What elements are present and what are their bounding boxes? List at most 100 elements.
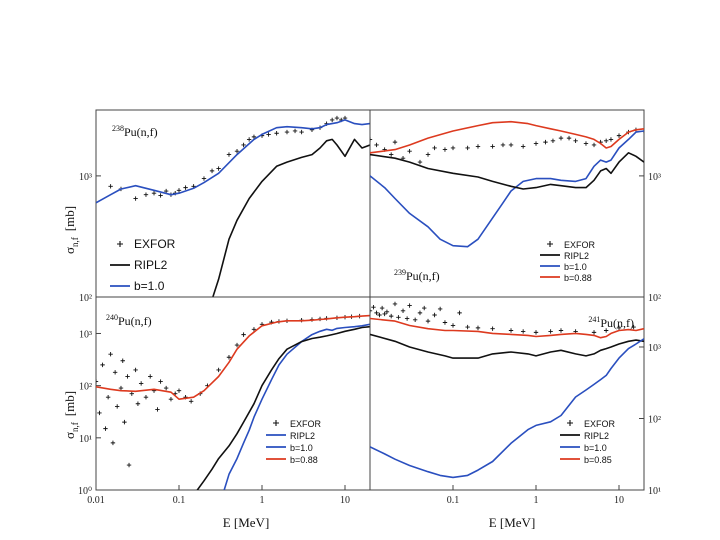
exfor-point — [133, 367, 138, 373]
panel-pu241: 10³ 10² 10¹ 0.1 1 10 241Pu(n,f) EXFOR RIPL2 b=1.0… — [369, 296, 661, 506]
exfor-point — [108, 352, 113, 357]
series-b-0-88-line — [96, 314, 370, 400]
exfor-point — [138, 381, 144, 386]
exfor-point — [371, 305, 376, 310]
exfor-point — [274, 131, 279, 136]
exfor-point — [437, 306, 443, 312]
legend-label: RIPL2 — [134, 258, 168, 272]
exfor-point — [108, 184, 113, 189]
exfor-point — [241, 142, 246, 148]
exfor-point — [100, 362, 105, 368]
x-tick-label: 0.1 — [447, 495, 460, 506]
legend-marker-exfor — [273, 420, 279, 426]
series-b-1-0-line — [370, 338, 644, 479]
exfor-point — [143, 395, 149, 400]
legend-label: b=1.0 — [290, 443, 313, 453]
exfor-point — [425, 318, 431, 324]
y-tick-label: 10² — [79, 382, 92, 393]
exfor-point — [379, 305, 385, 311]
exfor-point — [388, 152, 394, 157]
exfor-point — [241, 332, 246, 337]
exfor-point — [417, 310, 423, 316]
exfor-point — [465, 324, 470, 330]
exfor-point — [407, 148, 412, 154]
exfor-point — [176, 388, 182, 393]
y-tick-label: 10⁰ — [78, 486, 92, 497]
exfor-point — [400, 308, 406, 314]
exfor-point — [603, 328, 609, 333]
exfor-point — [425, 152, 431, 157]
exfor-point — [490, 144, 495, 149]
x-axis-label-right: E [MeV] — [489, 515, 536, 530]
exfor-point — [183, 185, 188, 190]
exfor-point — [158, 193, 163, 198]
exfor-point — [112, 370, 118, 375]
exfor-point — [442, 320, 448, 325]
exfor-point — [114, 404, 120, 409]
exfor-point — [475, 144, 481, 149]
series-ripl2-line — [370, 333, 644, 359]
exfor-point — [334, 115, 340, 121]
exfor-point — [96, 379, 99, 384]
exfor-point — [500, 142, 506, 148]
panel-title: 239Pu(n,f) — [394, 268, 440, 283]
exfor-point — [573, 138, 578, 143]
exfor-point — [422, 305, 427, 311]
series-ripl2-line — [196, 325, 370, 490]
legend-label: RIPL2 — [584, 431, 609, 441]
panel-title-mass: 239 — [394, 268, 406, 277]
exfor-point — [234, 148, 240, 154]
legend-marker-exfor — [547, 241, 553, 247]
exfor-point — [508, 142, 514, 148]
exfor-point — [591, 142, 597, 148]
exfor-point — [631, 324, 636, 330]
exfor-point — [158, 379, 163, 384]
exfor-point — [299, 129, 304, 135]
exfor-point — [450, 323, 456, 328]
exfor-point — [251, 134, 257, 140]
exfor-point — [475, 325, 481, 331]
exfor-point — [120, 358, 125, 363]
exfor-point — [533, 330, 539, 335]
exfor-point — [118, 385, 124, 391]
panel-title-text: Pu(n,f) — [406, 269, 440, 283]
exfor-point — [616, 133, 622, 138]
exfor-point — [125, 374, 130, 379]
exfor-point — [384, 309, 390, 315]
exfor-points — [96, 313, 362, 468]
legend-label: EXFOR — [134, 237, 176, 251]
exfor-point — [122, 419, 127, 425]
x-tick-label: 10 — [614, 495, 624, 506]
exfor-point — [251, 327, 257, 332]
exfor-point — [412, 317, 418, 322]
exfor-point — [388, 313, 394, 319]
exfor-point — [266, 132, 271, 137]
y-tick-label: 10³ — [648, 172, 661, 183]
exfor-point — [226, 152, 232, 157]
legend-label: RIPL2 — [564, 251, 589, 261]
series-ripl2-line — [212, 138, 370, 297]
panel-pu238: 10³ 10² 238Pu(n,f) EXFOR RIPL2 b=1.0 — [79, 109, 371, 304]
exfor-point — [442, 147, 448, 152]
exfor-point — [548, 329, 553, 334]
exfor-point — [148, 374, 153, 379]
exfor-point — [377, 312, 382, 318]
exfor-point — [143, 192, 149, 197]
series-b-0-88-line — [370, 120, 644, 154]
exfor-point — [550, 138, 556, 143]
y-tick-label: 10² — [648, 414, 661, 425]
legend-label: EXFOR — [564, 240, 596, 250]
exfor-point — [603, 138, 609, 143]
legend-label: b=0.85 — [584, 455, 612, 465]
exfor-point — [432, 145, 437, 151]
legend-label: b=1.0 — [134, 279, 165, 293]
exfor-point — [392, 301, 398, 307]
exfor-point — [608, 137, 614, 142]
exfor-point — [97, 410, 102, 416]
exfor-point — [163, 188, 169, 194]
exfor-point — [163, 385, 169, 391]
panel-title-mass: 240 — [106, 313, 118, 322]
exfor-point — [168, 396, 174, 402]
exfor-point — [382, 311, 387, 317]
